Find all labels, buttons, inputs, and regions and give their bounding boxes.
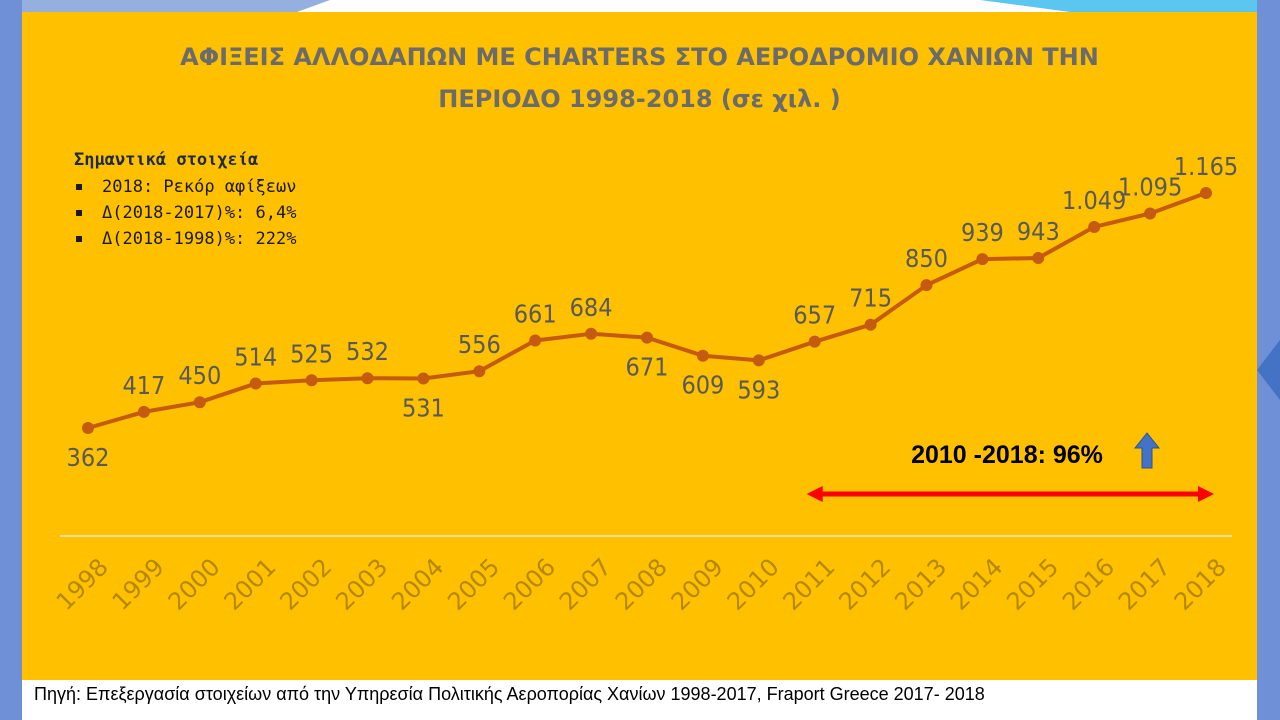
data-point-2002 bbox=[305, 374, 318, 387]
key-facts-box: Σημαντικά στοιχεία 2018: Ρεκόρ αφίξεων Δ… bbox=[74, 150, 296, 252]
data-point-2005 bbox=[473, 365, 486, 378]
data-label-2015: 943 bbox=[1017, 217, 1060, 246]
data-label-2001: 514 bbox=[234, 343, 277, 372]
data-label-2006: 661 bbox=[514, 299, 557, 328]
data-point-2009 bbox=[696, 349, 709, 362]
x-tick-label-2011: 2011 bbox=[778, 553, 841, 616]
x-tick-label-2013: 2013 bbox=[889, 553, 952, 616]
data-point-2007 bbox=[585, 327, 598, 340]
key-facts-heading: Σημαντικά στοιχεία bbox=[74, 150, 259, 170]
data-label-2013: 850 bbox=[905, 244, 948, 273]
data-label-2011: 657 bbox=[793, 301, 836, 330]
key-fact-item: Δ(2018-1998)%: 222% bbox=[74, 226, 296, 252]
data-point-1998 bbox=[82, 422, 94, 434]
data-point-2014 bbox=[976, 253, 989, 266]
data-point-2016 bbox=[1088, 220, 1101, 233]
x-tick-label-2012: 2012 bbox=[833, 553, 896, 616]
x-tick-label-2000: 2000 bbox=[163, 553, 226, 616]
source-note: Πηγή: Επεξεργασία στοιχείων από την Υπηρ… bbox=[34, 684, 985, 704]
x-tick-label-2001: 2001 bbox=[219, 553, 282, 616]
data-label-2018: 1.165 bbox=[1174, 152, 1238, 181]
x-tick-label-2006: 2006 bbox=[498, 553, 561, 616]
data-label-2016: 1.049 bbox=[1062, 186, 1126, 215]
annotation-arrow-head-right bbox=[1198, 486, 1214, 502]
key-fact-item: 2018: Ρεκόρ αφίξεων bbox=[74, 174, 296, 200]
data-point-2018 bbox=[1200, 187, 1212, 199]
data-point-2015 bbox=[1032, 251, 1045, 264]
data-point-2017 bbox=[1144, 207, 1157, 220]
x-tick-label-2014: 2014 bbox=[945, 553, 1008, 616]
x-tick-label-2010: 2010 bbox=[722, 553, 785, 616]
data-point-2012 bbox=[864, 318, 877, 331]
x-tick-label-2015: 2015 bbox=[1001, 553, 1064, 616]
key-fact-item: Δ(2018-2017)%: 6,4% bbox=[74, 200, 296, 226]
x-tick-label-2018: 2018 bbox=[1169, 553, 1232, 616]
data-label-2007: 684 bbox=[570, 293, 613, 322]
x-tick-label-1998: 1998 bbox=[51, 553, 114, 616]
data-label-2003: 532 bbox=[346, 337, 389, 366]
x-tick-label-2017: 2017 bbox=[1113, 553, 1176, 616]
data-label-2008: 671 bbox=[626, 353, 669, 382]
data-label-2017: 1.095 bbox=[1118, 172, 1182, 201]
x-tick-label-2005: 2005 bbox=[442, 553, 505, 616]
data-label-2010: 593 bbox=[737, 375, 780, 404]
data-label-2009: 609 bbox=[681, 371, 724, 400]
x-tick-label-2007: 2007 bbox=[554, 553, 617, 616]
data-label-2002: 525 bbox=[290, 339, 333, 368]
data-point-1999 bbox=[137, 405, 150, 418]
data-label-1999: 417 bbox=[122, 371, 165, 400]
chart-title-line-1: ΑΦΙΞΕΙΣ ΑΛΛΟΔΑΠΩΝ ΜΕ CHARTERS ΣΤΟ ΑΕΡΟΔΡ… bbox=[180, 43, 1099, 71]
decor-triangle-right bbox=[1257, 340, 1280, 400]
up-arrow-icon bbox=[1133, 432, 1161, 469]
data-label-2005: 556 bbox=[458, 330, 501, 359]
key-facts-list: 2018: Ρεκόρ αφίξεων Δ(2018-2017)%: 6,4% … bbox=[74, 174, 296, 252]
data-point-2004 bbox=[417, 372, 430, 385]
data-point-2008 bbox=[641, 331, 653, 344]
data-label-1998: 362 bbox=[67, 443, 110, 472]
data-label-2004: 531 bbox=[402, 394, 445, 423]
data-point-2003 bbox=[361, 372, 374, 385]
data-label-2000: 450 bbox=[178, 361, 221, 390]
x-tick-label-2003: 2003 bbox=[330, 553, 393, 616]
data-point-2011 bbox=[808, 335, 821, 348]
x-tick-label-2009: 2009 bbox=[666, 553, 729, 616]
data-label-2012: 715 bbox=[849, 284, 892, 313]
x-tick-label-2008: 2008 bbox=[610, 553, 673, 616]
decor-shape-left bbox=[0, 0, 22, 720]
data-label-2014: 939 bbox=[961, 218, 1004, 247]
data-point-2006 bbox=[529, 334, 542, 347]
annotation-arrow-head-left bbox=[806, 486, 823, 502]
data-point-2010 bbox=[752, 354, 765, 367]
data-point-2001 bbox=[249, 377, 262, 390]
chart-title: ΑΦΙΞΕΙΣ ΑΛΛΟΔΑΠΩΝ ΜΕ CHARTERS ΣΤΟ ΑΕΡΟΔΡ… bbox=[22, 36, 1257, 120]
chart-title-line-2: ΠΕΡΙΟΔΟ 1998-2018 (σε χιλ. ) bbox=[438, 85, 841, 113]
x-tick-label-2004: 2004 bbox=[386, 553, 449, 616]
chart-panel bbox=[22, 12, 1257, 680]
x-tick-label-1999: 1999 bbox=[107, 553, 170, 616]
x-tick-label-2016: 2016 bbox=[1057, 553, 1120, 616]
annotation-text: 2010 -2018: 96% bbox=[911, 441, 1103, 469]
data-point-2013 bbox=[920, 279, 933, 292]
data-point-2000 bbox=[193, 396, 206, 409]
x-tick-label-2002: 2002 bbox=[274, 553, 337, 616]
